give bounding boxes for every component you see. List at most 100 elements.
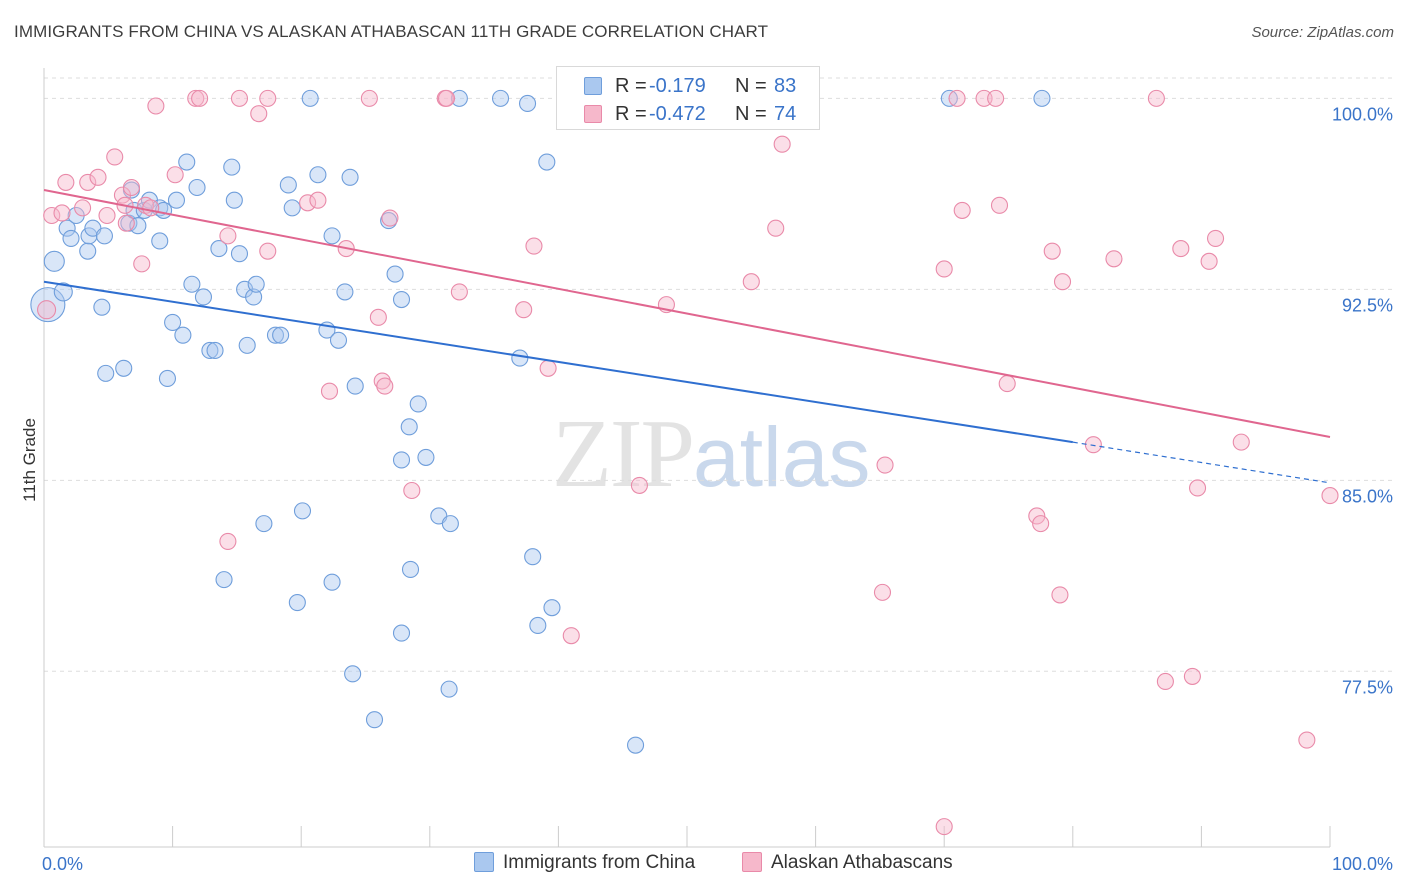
bottom-legend-athabascan: Alaskan Athabascans [742, 852, 953, 874]
athabascan-point [1206, 229, 1225, 247]
athabascan-point [953, 201, 971, 219]
athabascan-point [373, 372, 391, 390]
trend-lines [43, 189, 1331, 484]
athabascan-point [219, 227, 237, 245]
china-point [62, 229, 80, 247]
athabascan-point [630, 476, 648, 494]
athabascan-point [1183, 667, 1201, 685]
china-point [386, 265, 404, 283]
grid [44, 77, 1392, 672]
china-point [293, 502, 312, 520]
china-point [301, 89, 319, 107]
china-point [178, 153, 196, 171]
athabascan-point [450, 283, 468, 301]
axis-labels: 77.5% 85.0% 92.5% 100.0% 0.0% 100.0% 11th Grad… [20, 104, 1393, 874]
athabascan-point [1028, 507, 1046, 525]
china-point [491, 89, 510, 107]
athabascan-point [876, 456, 894, 474]
china-point [417, 448, 435, 466]
athabascan-point [320, 382, 339, 400]
china-point [206, 341, 224, 360]
athabascan-point [79, 173, 97, 191]
china-point [336, 283, 354, 301]
china-point [346, 377, 364, 395]
china-point [215, 571, 233, 589]
athabascan-point [381, 209, 399, 227]
china-point [80, 227, 98, 245]
athabascan-point [562, 627, 580, 645]
china-point [441, 515, 459, 533]
legend: R = -0.179 N = 83 R = -0.472 N = 74 [556, 66, 820, 130]
athabascan-point [369, 308, 387, 326]
china-point [344, 665, 362, 683]
china-point [409, 395, 427, 413]
y-tick-label: 92.5% [1342, 295, 1393, 315]
china-point [194, 288, 213, 306]
athabascan-point [142, 199, 160, 217]
china-point [201, 341, 219, 360]
athabascan-point [98, 206, 116, 225]
legend-swatch-athabascan [584, 105, 602, 123]
athabascan-point [1105, 250, 1123, 268]
legend-n-value-china: 83 [774, 75, 797, 97]
china-point [210, 240, 228, 258]
watermark-atlas: atlas [693, 410, 871, 504]
legend-n-label: N = [735, 103, 767, 125]
athabascan-point [987, 89, 1005, 107]
athabascan-point [1043, 242, 1061, 260]
legend-n-label: N = [735, 75, 767, 97]
bottom-legend-label-china: Immigrants from China [503, 852, 696, 873]
china-point [151, 232, 169, 250]
athabascan-point [191, 89, 209, 107]
china-point [627, 736, 645, 754]
athabascan-point [43, 206, 61, 225]
athabascan-point [89, 168, 107, 186]
china-point [401, 560, 420, 578]
athabascan-point [935, 818, 953, 836]
athabascan-point [147, 97, 165, 115]
legend-row-athabascan: R = -0.472 N = 74 [557, 101, 819, 129]
athabascan-point [299, 194, 317, 212]
china-point [58, 219, 76, 237]
china-point [188, 178, 206, 197]
china-point [174, 326, 192, 344]
athabascan-point [187, 89, 205, 107]
china-point [288, 593, 306, 612]
athabascan-point [376, 377, 394, 395]
legend-r-value-athabascan: -0.472 [649, 103, 706, 125]
china-point [245, 288, 263, 306]
china-point [538, 153, 556, 171]
china-point [329, 331, 348, 349]
china-point [247, 275, 265, 293]
athabascan-point [1172, 240, 1190, 258]
china-point [223, 158, 241, 176]
china-point [238, 336, 256, 354]
athabascan-point [166, 166, 184, 184]
china-point [365, 711, 384, 729]
legend-n-value-athabascan: 74 [774, 103, 797, 125]
athabascan-point [767, 219, 785, 237]
china-point [309, 166, 327, 184]
china-point [97, 364, 115, 382]
china-point [79, 242, 97, 260]
china-point [323, 227, 341, 245]
china-point [518, 94, 537, 113]
athabascan-point [525, 237, 543, 255]
china-point [266, 326, 285, 344]
trend-line-athabascan [43, 189, 1331, 439]
athabascan-point [948, 89, 966, 107]
athabascan-point [117, 214, 135, 232]
china-point [283, 199, 301, 217]
china-point [392, 451, 411, 469]
athabascan-point [122, 178, 140, 197]
china-point [440, 680, 458, 698]
china-point [392, 290, 411, 309]
y-axis-label: 11th Grade [20, 418, 39, 502]
china-point [323, 573, 341, 591]
athabascan-point [1156, 672, 1174, 691]
china-point [272, 326, 290, 344]
legend-r-label: R = [615, 75, 647, 97]
x-tick-label: 0.0% [42, 854, 83, 874]
china-point [30, 287, 66, 323]
